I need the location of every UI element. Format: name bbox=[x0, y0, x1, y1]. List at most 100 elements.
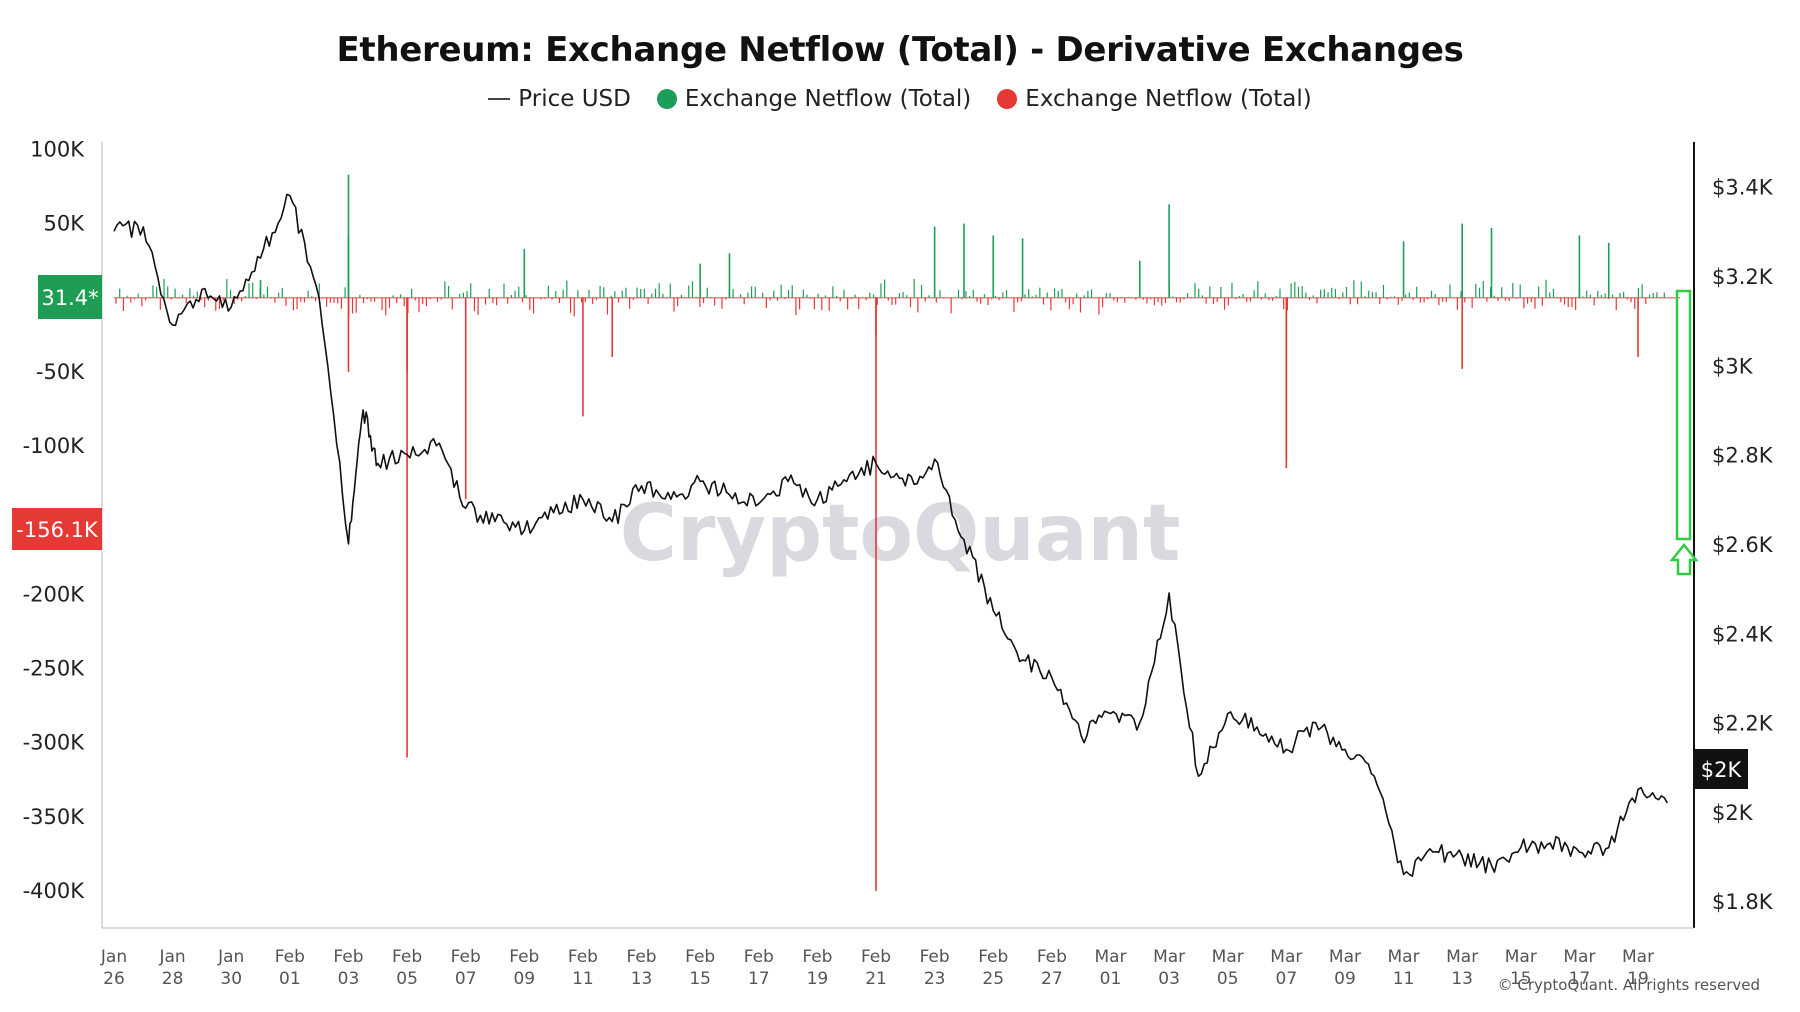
copyright: © CryptoQuant. All rights reserved bbox=[1497, 976, 1760, 994]
x-tick-month: Feb bbox=[568, 947, 598, 967]
x-tick-month: Feb bbox=[392, 947, 422, 967]
netflow-bars bbox=[114, 174, 1680, 891]
x-tick-month: Mar bbox=[1622, 947, 1654, 967]
x-tick-month: Feb bbox=[744, 947, 774, 967]
x-tick-month: Feb bbox=[333, 947, 363, 967]
x-tick-day: 17 bbox=[748, 969, 770, 989]
x-tick-month: Jan bbox=[100, 947, 127, 967]
x-tick-day: 15 bbox=[1510, 969, 1532, 989]
left-tick-label: -100K bbox=[23, 434, 86, 458]
chart-title: Ethereum: Exchange Netflow (Total) - Der… bbox=[336, 30, 1464, 70]
value-badges: 31.4* -156.1K $2K bbox=[12, 275, 1748, 789]
legend-item-inflow[interactable]: Exchange Netflow (Total) bbox=[656, 86, 972, 112]
price-line bbox=[113, 193, 1668, 877]
x-tick-month: Feb bbox=[920, 947, 950, 967]
line-swatch-icon bbox=[488, 98, 511, 100]
x-tick-day: 19 bbox=[1627, 969, 1649, 989]
x-tick-month: Feb bbox=[978, 947, 1008, 967]
right-tick-label: $2.4K bbox=[1712, 622, 1774, 646]
netflow-positive-badge: 31.4* bbox=[41, 286, 98, 310]
right-tick-label: $2.8K bbox=[1712, 444, 1774, 468]
x-tick-month: Mar bbox=[1563, 947, 1595, 967]
x-tick-month: Mar bbox=[1388, 947, 1420, 967]
left-tick-label: 100K bbox=[30, 137, 85, 161]
x-tick-day: 17 bbox=[1569, 969, 1591, 989]
left-tick-label: -300K bbox=[23, 731, 86, 755]
x-tick-month: Mar bbox=[1153, 947, 1185, 967]
watermark: CryptoQuant bbox=[620, 489, 1181, 579]
x-tick-month: Feb bbox=[275, 947, 305, 967]
right-tick-label: $2.2K bbox=[1712, 712, 1774, 736]
legend-label-price: Price USD bbox=[518, 86, 631, 112]
x-tick-day: 11 bbox=[1393, 969, 1415, 989]
x-tick-month: Feb bbox=[685, 947, 715, 967]
x-tick-month: Feb bbox=[1037, 947, 1067, 967]
x-tick-day: 07 bbox=[1276, 969, 1298, 989]
x-tick-month: Feb bbox=[626, 947, 656, 967]
legend-item-price[interactable]: Price USD bbox=[488, 86, 631, 112]
x-tick-day: 09 bbox=[1334, 969, 1356, 989]
x-tick-month: Feb bbox=[509, 947, 539, 967]
left-tick-label: -50K bbox=[36, 360, 85, 384]
left-tick-label: 50K bbox=[44, 212, 86, 236]
highlight-box bbox=[1675, 289, 1692, 541]
x-tick-month: Mar bbox=[1094, 947, 1126, 967]
x-tick-day: 03 bbox=[338, 969, 360, 989]
x-tick-day: 11 bbox=[572, 969, 594, 989]
up-arrow-icon bbox=[1669, 542, 1699, 576]
left-tick-label: -200K bbox=[23, 582, 86, 606]
axes: 100K50K0-50K-100K-150K-200K-250K-300K-35… bbox=[23, 137, 1774, 989]
x-tick-day: 05 bbox=[1217, 969, 1239, 989]
netflow-positive-badge-bg bbox=[38, 275, 102, 319]
legend-label-inflow: Exchange Netflow (Total) bbox=[684, 86, 972, 112]
red-dot-icon bbox=[997, 89, 1018, 109]
x-tick-day: 07 bbox=[455, 969, 477, 989]
right-tick-label: $2.6K bbox=[1712, 533, 1774, 557]
x-tick-day: 01 bbox=[1100, 969, 1122, 989]
x-tick-month: Mar bbox=[1446, 947, 1478, 967]
x-tick-day: 13 bbox=[631, 969, 653, 989]
netflow-negative-badge-bg bbox=[12, 508, 102, 550]
x-tick-day: 28 bbox=[162, 969, 184, 989]
x-tick-day: 09 bbox=[513, 969, 535, 989]
x-tick-month: Feb bbox=[802, 947, 832, 967]
x-tick-month: Jan bbox=[159, 947, 186, 967]
green-dot-icon bbox=[656, 89, 677, 109]
legend: Price USD Exchange Netflow (Total) Excha… bbox=[0, 86, 1800, 112]
price-last-badge: $2K bbox=[1701, 758, 1743, 782]
x-tick-day: 21 bbox=[865, 969, 887, 989]
highlight-arrow bbox=[1669, 289, 1699, 576]
x-tick-day: 05 bbox=[396, 969, 418, 989]
left-tick-label: -350K bbox=[23, 805, 86, 829]
x-tick-day: 13 bbox=[1451, 969, 1473, 989]
left-tick-label: -250K bbox=[23, 656, 86, 680]
x-tick-month: Jan bbox=[217, 947, 244, 967]
x-tick-day: 26 bbox=[103, 969, 125, 989]
x-tick-month: Mar bbox=[1329, 947, 1361, 967]
left-tick-label: -400K bbox=[23, 879, 86, 903]
right-tick-label: $1.8K bbox=[1712, 890, 1774, 914]
right-tick-label: $3K bbox=[1712, 354, 1754, 378]
price-last-badge-bg bbox=[1694, 749, 1748, 789]
x-tick-month: Mar bbox=[1212, 947, 1244, 967]
right-tick-label: $3.4K bbox=[1712, 176, 1774, 200]
x-tick-day: 03 bbox=[1158, 969, 1180, 989]
x-tick-day: 30 bbox=[220, 969, 242, 989]
x-tick-month: Mar bbox=[1505, 947, 1537, 967]
netflow-negative-badge: -156.1K bbox=[16, 518, 99, 542]
x-tick-day: 25 bbox=[982, 969, 1004, 989]
x-tick-day: 01 bbox=[279, 969, 301, 989]
x-tick-month: Mar bbox=[1270, 947, 1302, 967]
price-usd-line bbox=[113, 193, 1668, 877]
x-tick-day: 23 bbox=[924, 969, 946, 989]
legend-item-outflow[interactable]: Exchange Netflow (Total) bbox=[997, 86, 1312, 112]
right-tick-label: $2K bbox=[1712, 801, 1754, 825]
x-tick-month: Feb bbox=[451, 947, 481, 967]
x-tick-day: 15 bbox=[689, 969, 711, 989]
x-tick-day: 19 bbox=[807, 969, 829, 989]
right-tick-label: $3.2K bbox=[1712, 265, 1774, 289]
x-tick-month: Feb bbox=[861, 947, 891, 967]
x-tick-day: 27 bbox=[1041, 969, 1063, 989]
legend-label-outflow: Exchange Netflow (Total) bbox=[1025, 86, 1312, 112]
